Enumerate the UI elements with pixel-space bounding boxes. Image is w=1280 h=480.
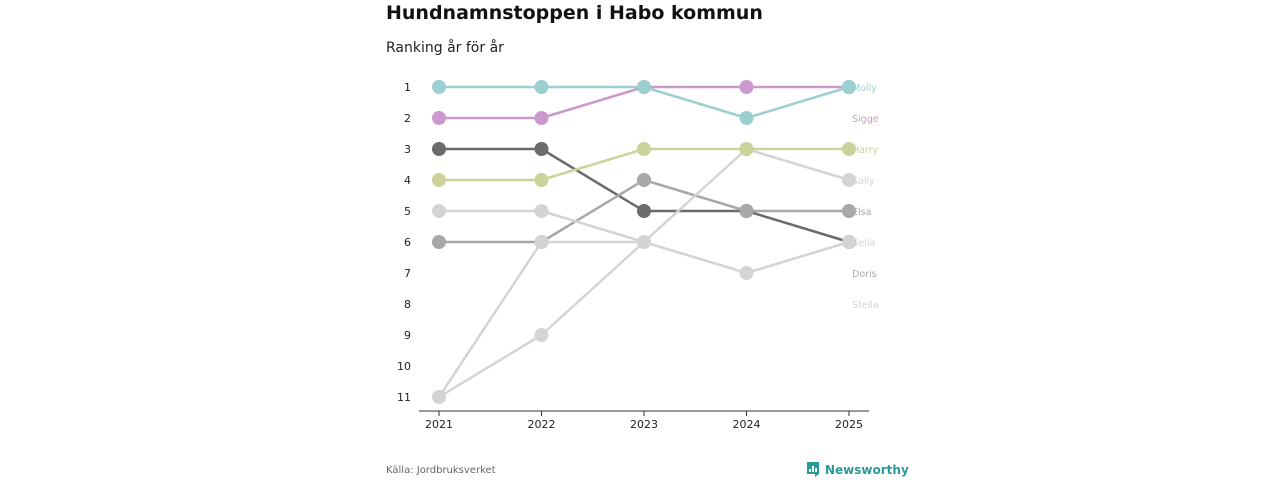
- data-point: [432, 80, 446, 94]
- data-point: [534, 235, 549, 249]
- end-label-stella: Stella: [852, 300, 879, 311]
- chart-subtitle: Ranking år för år: [386, 40, 504, 56]
- data-point: [739, 80, 754, 94]
- data-point: [637, 80, 651, 94]
- data-point: [739, 204, 754, 218]
- newsworthy-logo: Newsworthy: [806, 461, 909, 478]
- x-tick-label: 2025: [835, 418, 863, 431]
- data-point: [534, 173, 549, 187]
- y-tick-label: 6: [404, 236, 411, 249]
- y-tick-label: 9: [404, 329, 411, 342]
- y-tick-label: 3: [404, 143, 411, 156]
- data-point: [842, 235, 856, 249]
- data-point: [739, 142, 754, 156]
- series-line: [438, 241, 645, 399]
- data-point: [432, 235, 446, 249]
- series-bella: [432, 142, 856, 249]
- end-label-elsa: Elsa: [852, 207, 871, 218]
- data-point: [637, 235, 651, 249]
- x-tick-label: 2023: [630, 418, 658, 431]
- y-tick-label: 11: [397, 391, 411, 404]
- series-harry: [432, 142, 856, 187]
- data-point: [637, 204, 651, 218]
- end-label-bella: Bella: [852, 238, 875, 249]
- brand-name: Newsworthy: [825, 462, 909, 477]
- series-stella: [432, 235, 651, 404]
- end-label-harry: Harry: [852, 145, 879, 156]
- y-tick-label: 10: [397, 360, 411, 373]
- data-point: [842, 142, 856, 156]
- x-axis-ticks: 2021 2022 2023 2024 2025: [425, 411, 863, 431]
- series-layer: [432, 80, 856, 404]
- data-point: [534, 111, 549, 125]
- series-line: [439, 147, 850, 244]
- data-point: [842, 204, 856, 218]
- end-label-molly: Molly: [852, 83, 877, 94]
- series-molly: [432, 80, 856, 125]
- data-point: [842, 173, 856, 187]
- y-tick-label: 5: [404, 205, 411, 218]
- end-label-doris: Doris: [852, 269, 877, 280]
- newsworthy-icon: [807, 462, 819, 477]
- y-tick-label: 8: [404, 298, 411, 311]
- data-point: [739, 111, 754, 125]
- y-tick-label: 2: [404, 112, 411, 125]
- y-axis-ticks: 1 2 3 4 5 6 7 8 9 10 11: [397, 81, 411, 404]
- data-point: [637, 173, 651, 187]
- data-point: [432, 390, 446, 404]
- data-point: [432, 173, 446, 187]
- data-point: [534, 142, 549, 156]
- end-labels: Molly Sigge Harry Sally Elsa Bella Doris Stella: [852, 83, 879, 311]
- end-label-sally: Sally: [852, 176, 875, 187]
- y-tick-label: 4: [404, 174, 411, 187]
- source-note: Källa: Jordbruksverket: [386, 465, 496, 476]
- data-point: [739, 266, 754, 280]
- data-point: [432, 204, 446, 218]
- data-point: [432, 111, 446, 125]
- x-tick-label: 2021: [425, 418, 453, 431]
- data-point: [637, 142, 651, 156]
- chart-title: Hundnamnstoppen i Habo kommun: [386, 2, 763, 24]
- data-point: [534, 204, 549, 218]
- y-tick-label: 7: [404, 267, 411, 280]
- end-label-sigge: Sigge: [852, 114, 879, 125]
- data-point: [534, 328, 549, 342]
- x-tick-label: 2022: [528, 418, 556, 431]
- y-tick-label: 1: [404, 81, 411, 94]
- x-tick-label: 2024: [733, 418, 761, 431]
- data-point: [432, 142, 446, 156]
- data-point: [534, 80, 549, 94]
- data-point: [842, 80, 856, 94]
